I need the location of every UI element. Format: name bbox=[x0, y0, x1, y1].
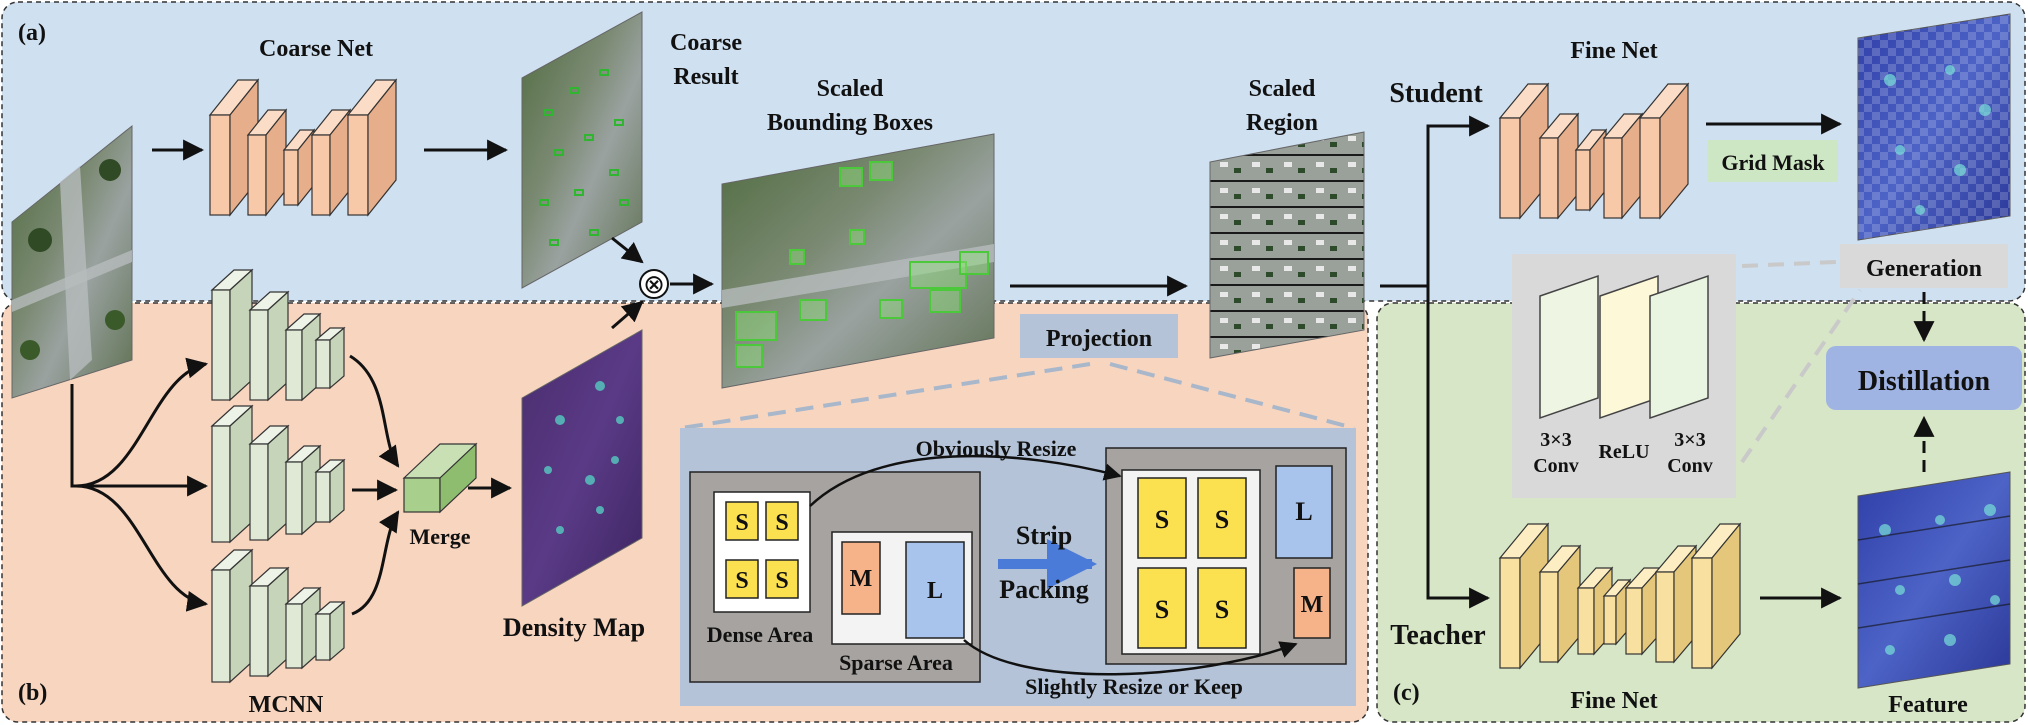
slightly-resize-arrow bbox=[963, 639, 1298, 676]
sparse-medium-label: M bbox=[850, 566, 873, 592]
sparse-large-tile bbox=[905, 541, 965, 639]
input-aerial-image bbox=[11, 124, 133, 399]
scaled-bbox-image bbox=[721, 133, 995, 389]
packed-small-tiles bbox=[1137, 477, 1247, 649]
obviously-resize-label: Obviously Resize bbox=[916, 436, 1077, 461]
sparse-medium-tile bbox=[841, 541, 881, 615]
projection-guide-left bbox=[681, 362, 1091, 430]
arrow-mcnn-top-to-merge bbox=[349, 354, 400, 468]
fine-net-teacher-title: Fine Net bbox=[1570, 688, 1657, 714]
distillation-label: Distillation bbox=[1858, 366, 1991, 397]
generation-label: Generation bbox=[1866, 256, 1982, 282]
distillation-tag bbox=[1826, 346, 2022, 410]
density-map-label: Density Map bbox=[503, 613, 645, 642]
projection-guide-right bbox=[1109, 362, 1355, 430]
packed-medium-tile bbox=[1293, 567, 1331, 639]
student-label: Student bbox=[1389, 78, 1483, 109]
fine-net-student-title: Fine Net bbox=[1570, 38, 1657, 64]
generation-tag bbox=[1840, 244, 2008, 288]
multiply-node bbox=[639, 269, 669, 299]
arrow-to-student bbox=[1426, 115, 1491, 286]
merge-label: Merge bbox=[409, 524, 470, 549]
grid-mask-tag bbox=[1708, 140, 1838, 182]
panel-c-label: (c) bbox=[1393, 680, 1420, 706]
fine-net-teacher bbox=[1498, 522, 1742, 670]
scaled-region-image bbox=[1209, 131, 1365, 359]
coarse-result-image bbox=[521, 11, 643, 289]
dense-tile-label: S bbox=[735, 568, 748, 594]
dense-area-label: Dense Area bbox=[707, 622, 814, 647]
strip-label: Strip bbox=[1016, 521, 1072, 550]
scaled-bbox-title-2: Bounding Boxes bbox=[767, 110, 933, 136]
projection-tag bbox=[1020, 314, 1178, 358]
arrow-mcnn-bottom-to-merge bbox=[351, 510, 400, 616]
dense-area-tiles bbox=[725, 501, 799, 599]
scaled-bbox-title-1: Scaled bbox=[817, 76, 884, 102]
feature-label: Feature bbox=[1888, 692, 1968, 718]
packed-tile-label: S bbox=[1215, 595, 1229, 624]
packed-large-label: L bbox=[1295, 497, 1312, 526]
coarse-net bbox=[208, 78, 398, 217]
conv2-label-bottom: Conv bbox=[1667, 455, 1713, 477]
fine-net-student bbox=[1498, 82, 1690, 220]
teacher-label: Teacher bbox=[1390, 620, 1485, 651]
teacher-feature-map bbox=[1857, 471, 2011, 689]
panel-a-label: (a) bbox=[18, 20, 46, 46]
packing-label: Packing bbox=[999, 575, 1089, 604]
mcnn-column-top bbox=[210, 268, 346, 402]
mcnn-branch-top bbox=[75, 357, 209, 488]
relu-label: ReLU bbox=[1598, 441, 1649, 463]
mcnn-branch-bottom bbox=[75, 484, 209, 612]
arrow-to-teacher bbox=[1426, 286, 1491, 609]
generation-layers bbox=[1539, 274, 1709, 420]
density-map-image bbox=[521, 329, 643, 607]
slightly-resize-label: Slightly Resize or Keep bbox=[1025, 674, 1243, 699]
scaled-region-title-1: Scaled bbox=[1249, 76, 1316, 102]
sparse-large-label: L bbox=[927, 578, 943, 604]
generation-guide-bottom bbox=[1740, 288, 1862, 464]
panel-a-background bbox=[1, 1, 2026, 302]
merge-block bbox=[402, 442, 478, 514]
packed-large-tile bbox=[1275, 465, 1333, 559]
scaled-region-title-2: Region bbox=[1246, 110, 1318, 136]
mcnn-label: MCNN bbox=[249, 692, 324, 718]
mcnn-column-middle bbox=[210, 404, 346, 544]
coarse-net-title: Coarse Net bbox=[259, 36, 373, 62]
packed-medium-label: M bbox=[1301, 592, 1324, 618]
coarse-result-title-1: Coarse bbox=[670, 30, 742, 56]
panel-b-label: (b) bbox=[18, 680, 47, 706]
grid-mask-label: Grid Mask bbox=[1721, 150, 1825, 175]
multiply-symbol: ⊗ bbox=[643, 270, 665, 300]
packed-tile-label: S bbox=[1155, 505, 1169, 534]
coarse-result-title-2: Result bbox=[673, 64, 738, 90]
obviously-resize-arrow bbox=[809, 454, 1122, 507]
arrow-density-to-multiply bbox=[611, 300, 644, 330]
conv2-label-top: 3×3 bbox=[1674, 429, 1705, 451]
conv1-label-top: 3×3 bbox=[1540, 429, 1571, 451]
student-masked-feature bbox=[1857, 13, 2011, 241]
projection-label: Projection bbox=[1046, 326, 1152, 352]
dense-tile-label: S bbox=[735, 510, 748, 536]
arrow-result-to-multiply bbox=[611, 236, 644, 264]
dense-tile-label: S bbox=[775, 510, 788, 536]
dense-tile-label: S bbox=[775, 568, 788, 594]
packed-tile-label: S bbox=[1215, 505, 1229, 534]
mcnn-column-bottom bbox=[210, 548, 346, 684]
conv1-label-bottom: Conv bbox=[1533, 455, 1579, 477]
sparse-area-label: Sparse Area bbox=[839, 650, 953, 675]
packed-tile-label: S bbox=[1155, 595, 1169, 624]
generation-guide-top bbox=[1741, 260, 1837, 268]
